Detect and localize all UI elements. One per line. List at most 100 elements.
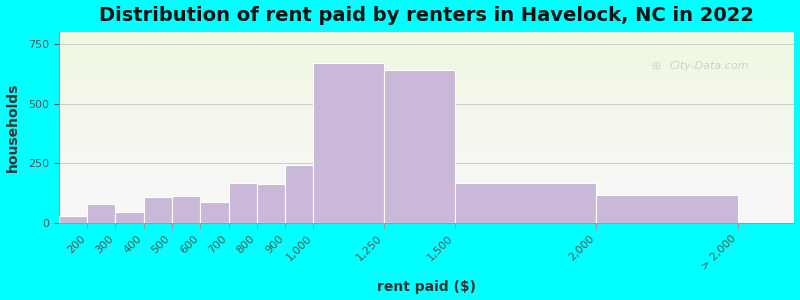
Bar <box>58 186 794 187</box>
Bar <box>58 129 794 130</box>
Bar <box>58 87 794 88</box>
Bar <box>58 112 794 113</box>
Bar <box>58 41 794 42</box>
Bar <box>58 78 794 79</box>
Bar <box>58 213 794 214</box>
Bar <box>58 109 794 110</box>
Bar <box>58 67 794 68</box>
Bar <box>58 181 794 182</box>
Bar <box>58 85 794 86</box>
Bar <box>58 44 794 45</box>
Bar <box>200 202 229 223</box>
Bar <box>58 65 794 66</box>
X-axis label: rent paid ($): rent paid ($) <box>377 280 476 294</box>
Bar <box>58 132 794 133</box>
Bar <box>58 77 794 78</box>
Bar <box>58 58 794 59</box>
Bar <box>58 34 794 35</box>
Bar <box>58 95 794 96</box>
Text: ⊕: ⊕ <box>651 60 662 73</box>
Bar <box>58 51 794 52</box>
Bar <box>58 193 794 194</box>
Bar <box>58 159 794 160</box>
Bar <box>384 70 455 223</box>
Bar <box>58 145 794 146</box>
Text: City-Data.com: City-Data.com <box>670 61 749 71</box>
Bar <box>58 143 794 144</box>
Bar <box>58 90 794 91</box>
Bar <box>58 194 794 196</box>
Bar <box>58 96 794 97</box>
Bar <box>58 55 794 56</box>
Bar <box>58 177 794 178</box>
Bar <box>58 180 794 181</box>
Bar <box>58 128 794 129</box>
Bar <box>58 183 794 184</box>
Bar <box>58 188 794 189</box>
Bar <box>58 153 794 154</box>
Bar <box>58 45 794 46</box>
Bar <box>58 100 794 101</box>
Bar <box>58 209 794 210</box>
Bar <box>58 135 794 136</box>
Bar <box>58 171 794 172</box>
Bar <box>58 149 794 150</box>
Bar <box>58 207 794 208</box>
Bar <box>58 42 794 43</box>
Bar <box>58 113 794 114</box>
Bar <box>58 161 794 162</box>
Bar <box>58 219 794 220</box>
Bar <box>58 208 794 209</box>
Bar <box>58 71 794 72</box>
Bar <box>58 150 794 152</box>
Bar <box>285 165 314 223</box>
Bar <box>58 35 794 37</box>
Bar <box>58 197 794 198</box>
Bar <box>58 66 794 67</box>
Bar <box>58 107 794 108</box>
Bar <box>58 119 794 120</box>
Bar <box>58 82 794 83</box>
Bar <box>58 203 794 204</box>
Bar <box>58 196 794 197</box>
Bar <box>58 202 794 203</box>
Bar <box>58 124 794 125</box>
Bar <box>58 204 794 205</box>
Bar <box>58 146 794 147</box>
Bar <box>58 83 794 84</box>
Bar <box>58 206 794 207</box>
Bar <box>58 127 794 128</box>
Bar <box>58 91 794 92</box>
Bar <box>58 49 794 50</box>
Bar <box>314 63 384 223</box>
Bar <box>115 212 144 223</box>
Bar <box>58 220 794 221</box>
Bar <box>58 218 794 219</box>
Bar <box>58 179 794 180</box>
Bar <box>58 50 794 51</box>
Bar <box>58 169 794 171</box>
Bar <box>58 142 794 143</box>
Bar <box>58 131 794 132</box>
Bar <box>58 185 794 186</box>
Bar <box>58 169 794 170</box>
Bar <box>58 104 794 105</box>
Bar <box>58 116 794 117</box>
Bar <box>58 121 794 122</box>
Bar <box>58 63 794 64</box>
Bar <box>58 59 794 60</box>
Bar <box>58 64 794 65</box>
Bar <box>58 52 794 53</box>
Bar <box>58 201 794 202</box>
Bar <box>58 73 794 74</box>
Bar <box>58 140 794 141</box>
Bar <box>58 130 794 131</box>
Bar <box>58 99 794 100</box>
Bar <box>58 134 794 135</box>
Bar <box>58 89 794 90</box>
Bar <box>58 154 794 155</box>
Bar <box>58 74 794 75</box>
Bar <box>58 86 794 87</box>
Bar <box>58 92 794 93</box>
Bar <box>58 141 794 142</box>
